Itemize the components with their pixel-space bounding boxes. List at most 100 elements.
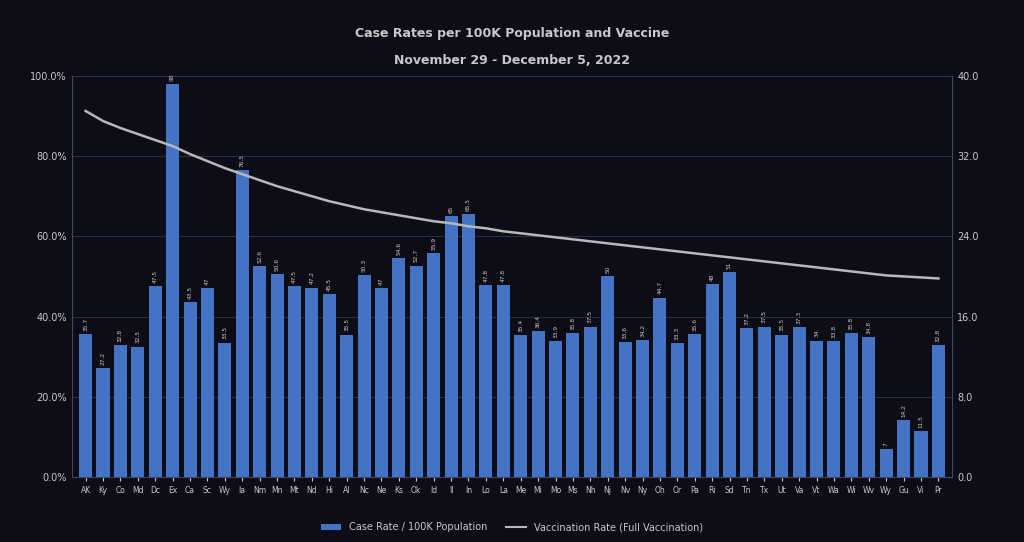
Text: 35.5: 35.5 [779, 318, 784, 331]
Text: 27.2: 27.2 [100, 352, 105, 365]
Bar [218, 343, 231, 477]
Bar [270, 274, 284, 477]
Text: 35.5: 35.5 [344, 318, 349, 331]
Bar [253, 266, 266, 477]
Text: 33.5: 33.5 [222, 326, 227, 339]
Text: 35.7: 35.7 [83, 318, 88, 331]
Legend: Case Rate / 100K Population, Vaccination Rate (Full Vaccination): Case Rate / 100K Population, Vaccination… [317, 519, 707, 536]
Text: 47.2: 47.2 [309, 272, 314, 285]
Text: 76.5: 76.5 [240, 154, 245, 167]
Bar [148, 286, 162, 477]
Text: 37.5: 37.5 [762, 310, 767, 324]
Bar [793, 327, 806, 477]
Bar [549, 341, 562, 477]
Text: 33.9: 33.9 [553, 325, 558, 338]
Text: 11.5: 11.5 [919, 415, 924, 428]
Text: 34: 34 [814, 330, 819, 337]
Text: 33.8: 33.8 [831, 325, 837, 338]
Bar [114, 345, 127, 477]
Text: 32.8: 32.8 [936, 329, 941, 342]
Bar [375, 288, 388, 477]
Bar [706, 285, 719, 477]
Text: 33.6: 33.6 [623, 326, 628, 339]
Bar [653, 298, 667, 477]
Bar [618, 342, 632, 477]
Bar [914, 431, 928, 477]
Text: 45.5: 45.5 [327, 278, 332, 291]
Bar [636, 340, 649, 477]
Text: 37.5: 37.5 [588, 310, 593, 324]
Bar [462, 214, 475, 477]
Text: 47.8: 47.8 [501, 269, 506, 282]
Bar [183, 302, 197, 477]
Bar [601, 276, 614, 477]
Text: 47.8: 47.8 [483, 269, 488, 282]
Bar [479, 285, 493, 477]
Text: 34.8: 34.8 [866, 321, 871, 334]
Bar [392, 258, 406, 477]
Text: 52.7: 52.7 [414, 249, 419, 262]
Bar [584, 326, 597, 477]
Text: 50: 50 [605, 266, 610, 273]
Bar [531, 331, 545, 477]
Bar [897, 420, 910, 477]
Text: 36.4: 36.4 [536, 315, 541, 328]
Bar [357, 275, 371, 477]
Bar [236, 170, 249, 477]
Bar [497, 285, 510, 477]
Text: 54.6: 54.6 [396, 242, 401, 255]
Bar [514, 335, 527, 477]
Bar [427, 253, 440, 477]
Text: 50.3: 50.3 [361, 259, 367, 272]
Bar [740, 328, 754, 477]
Text: 35.8: 35.8 [849, 317, 854, 330]
Bar [288, 286, 301, 477]
Bar [810, 340, 823, 477]
Text: 47: 47 [205, 278, 210, 285]
Bar [671, 344, 684, 477]
Text: 7: 7 [884, 442, 889, 446]
Bar [340, 334, 353, 477]
Bar [305, 288, 318, 477]
Text: 51: 51 [727, 262, 732, 269]
Text: 33.3: 33.3 [675, 327, 680, 340]
Bar [845, 333, 858, 477]
Text: 35.4: 35.4 [518, 319, 523, 332]
Text: 65.5: 65.5 [466, 198, 471, 211]
Text: 35.6: 35.6 [692, 318, 697, 331]
Text: 55.9: 55.9 [431, 236, 436, 249]
Text: 52.6: 52.6 [257, 250, 262, 263]
Text: 44.7: 44.7 [657, 281, 663, 294]
Text: 34.2: 34.2 [640, 324, 645, 337]
Bar [201, 288, 214, 477]
Text: 43.5: 43.5 [187, 286, 193, 299]
Text: 37.3: 37.3 [797, 311, 802, 324]
Text: 37.2: 37.2 [744, 312, 750, 325]
Text: 50.6: 50.6 [274, 258, 280, 271]
Bar [79, 334, 92, 477]
Text: November 29 - December 5, 2022: November 29 - December 5, 2022 [394, 54, 630, 67]
Text: 47: 47 [379, 278, 384, 285]
Text: 14.2: 14.2 [901, 404, 906, 417]
Bar [880, 449, 893, 477]
Bar [410, 266, 423, 477]
Bar [688, 334, 701, 477]
Text: 32.8: 32.8 [118, 329, 123, 342]
Text: Case Rates per 100K Population and Vaccine: Case Rates per 100K Population and Vacci… [354, 27, 670, 40]
Text: 65: 65 [449, 205, 454, 213]
Text: 32.5: 32.5 [135, 330, 140, 344]
Bar [723, 273, 736, 477]
Bar [131, 347, 144, 477]
Bar [932, 345, 945, 477]
Text: 48: 48 [710, 274, 715, 281]
Bar [444, 216, 458, 477]
Bar [323, 294, 336, 477]
Text: 35.8: 35.8 [570, 317, 575, 330]
Bar [166, 84, 179, 477]
Bar [862, 337, 876, 477]
Bar [827, 341, 841, 477]
Bar [758, 326, 771, 477]
Text: 47.5: 47.5 [292, 270, 297, 283]
Text: 98: 98 [170, 73, 175, 81]
Bar [775, 334, 788, 477]
